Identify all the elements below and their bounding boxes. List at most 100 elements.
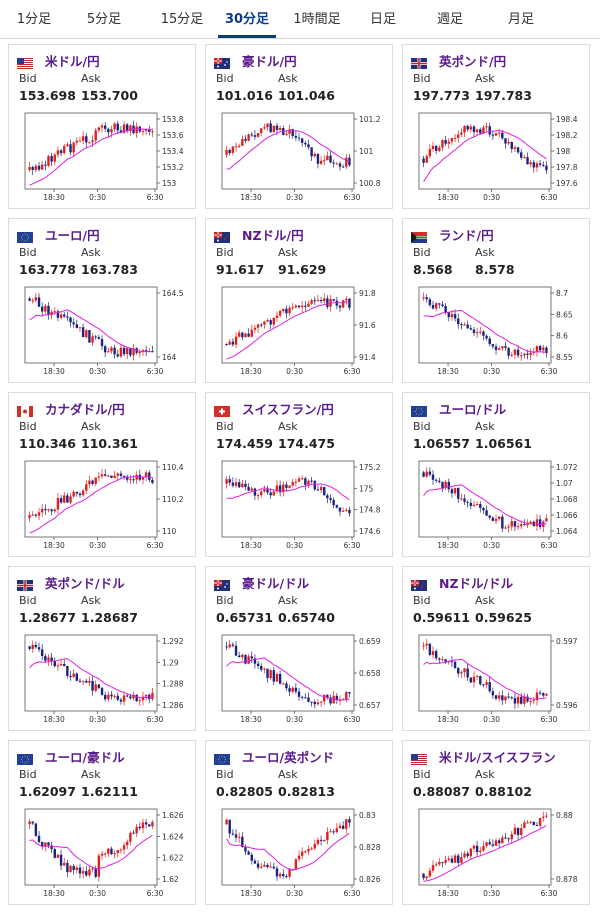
tab-6[interactable]: 日足 bbox=[369, 12, 396, 27]
tab-1[interactable]: 1分足 bbox=[16, 12, 52, 27]
candle-body bbox=[422, 472, 425, 477]
rate-card[interactable]: ランド/円 Bid Ask 8.568 8.578 8.7 8.65 8.6 8.55 18:30… bbox=[402, 218, 590, 383]
candle-body bbox=[234, 482, 238, 486]
candle-body bbox=[110, 694, 113, 697]
candle-body bbox=[247, 656, 250, 664]
rate-card[interactable]: ユーロ/円 Bid Ask 163.778 163.783 164.5 164 18:30 0:… bbox=[8, 218, 196, 383]
candlestick-chart[interactable]: 8.7 8.65 8.6 8.55 18:30 0:30 6:30 bbox=[413, 285, 581, 377]
candle-body bbox=[510, 521, 513, 527]
candle-body bbox=[126, 124, 129, 132]
currency-pair-link[interactable]: NZドル/ドル bbox=[439, 576, 514, 591]
candlestick-chart[interactable]: 110.4 110.2 110 18:30 0:30 6:30 bbox=[19, 459, 187, 551]
ask-label: Ask bbox=[475, 768, 495, 781]
rate-card[interactable]: ユーロ/英ポンド Bid Ask 0.82805 0.82813 0.83 0.828 0.8… bbox=[205, 740, 393, 905]
rate-card[interactable]: NZドル/円 Bid Ask 91.617 91.629 91.8 91.6 91.4 18:3… bbox=[205, 218, 393, 383]
candle-body bbox=[129, 832, 132, 842]
candlestick-chart[interactable]: 0.88 0.878 18:30 0:30 6:30 bbox=[413, 807, 581, 899]
candle-body bbox=[141, 822, 145, 829]
rate-card-header: カナダドル/円 bbox=[17, 399, 193, 417]
candlestick-chart[interactable]: 1.292 1.29 1.288 1.286 18:30 0:30 6:30 bbox=[19, 633, 187, 725]
rate-card[interactable]: 英ポンド/ドル Bid Ask 1.28677 1.28687 1.292 1.29 1.28… bbox=[8, 566, 196, 731]
currency-pair-link[interactable]: 米ドル/円 bbox=[45, 54, 100, 69]
candlestick-chart[interactable]: 175.2 175 174.8 174.6 18:30 0:30 6:30 bbox=[216, 459, 384, 551]
currency-pair-link[interactable]: ランド/円 bbox=[439, 228, 494, 243]
currency-pair-link[interactable]: ユーロ/豪ドル bbox=[45, 750, 125, 765]
rate-card[interactable]: 英ポンド/円 Bid Ask 197.773 197.783 198.4 198.2 198 1… bbox=[402, 44, 590, 209]
candlestick-chart[interactable]: 0.597 0.596 18:30 0:30 6:30 bbox=[413, 633, 581, 725]
candle-body bbox=[447, 481, 450, 490]
rate-card[interactable]: 米ドル/スイスフラン Bid Ask 0.88087 0.88102 0.88 0.878 1… bbox=[402, 740, 590, 905]
candle-body bbox=[450, 858, 454, 863]
rate-card[interactable]: NZドル/ドル Bid Ask 0.59611 0.59625 0.597 0.596 18:… bbox=[402, 566, 590, 731]
rate-card[interactable]: 米ドル/円 Bid Ask 153.698 153.700 153.8 153.6 153.4… bbox=[8, 44, 196, 209]
currency-pair-link[interactable]: 英ポンド/円 bbox=[439, 54, 507, 69]
rate-card[interactable]: ユーロ/豪ドル Bid Ask 1.62097 1.62111 1.626 1.624 1.6… bbox=[8, 740, 196, 905]
rate-card[interactable]: 豪ドル/円 Bid Ask 101.016 101.046 101.2 101 100.8 18… bbox=[205, 44, 393, 209]
currency-pair-link[interactable]: 豪ドル/円 bbox=[242, 54, 297, 69]
currency-pair-link[interactable]: 英ポンド/ドル bbox=[45, 576, 125, 591]
candle-body bbox=[85, 136, 88, 143]
candlestick-chart[interactable]: 153.8 153.6 153.4 153.2 153 18:30 0:30 6:30 bbox=[19, 111, 187, 203]
candle-body bbox=[66, 144, 69, 147]
currency-pair-link[interactable]: 豪ドル/ドル bbox=[242, 576, 310, 591]
candle-body bbox=[453, 487, 457, 494]
candle-body bbox=[126, 695, 129, 697]
candle-body bbox=[122, 695, 126, 702]
candle-body bbox=[31, 644, 34, 649]
candle-body bbox=[228, 479, 231, 483]
candle-body bbox=[520, 355, 523, 357]
candle-body bbox=[119, 849, 123, 851]
candle-body bbox=[523, 822, 526, 829]
candle-body bbox=[78, 867, 82, 874]
currency-pair-link[interactable]: ユーロ/英ポンド bbox=[242, 750, 335, 765]
candlestick-chart[interactable]: 91.8 91.6 91.4 18:30 0:30 6:30 bbox=[216, 285, 384, 377]
candlestick-chart[interactable]: 0.659 0.658 0.657 18:30 0:30 6:30 bbox=[216, 633, 384, 725]
candle-body bbox=[338, 305, 342, 308]
tab-8[interactable]: 月足 bbox=[507, 12, 534, 27]
rate-card[interactable]: スイスフラン/円 Bid Ask 174.459 174.475 175.2 175 174.… bbox=[205, 392, 393, 557]
candle-body bbox=[119, 473, 123, 476]
candle-body bbox=[285, 683, 288, 689]
rate-card[interactable]: カナダドル/円 Bid Ask 110.346 110.361 110.4 110.2 110… bbox=[8, 392, 196, 557]
candlestick-chart[interactable]: 164.5 164 18:30 0:30 6:30 bbox=[19, 285, 187, 377]
currency-pair-link[interactable]: ユーロ/ドル bbox=[439, 402, 507, 417]
candle-body bbox=[50, 509, 53, 512]
candle-body bbox=[59, 314, 63, 318]
rate-card[interactable]: 豪ドル/ドル Bid Ask 0.65731 0.65740 0.659 0.658 0.65… bbox=[205, 566, 393, 731]
currency-pair-link[interactable]: NZドル/円 bbox=[242, 228, 304, 243]
currency-pair-link[interactable]: スイスフラン/円 bbox=[242, 402, 334, 417]
y-tick-label: 164 bbox=[162, 353, 177, 362]
tab-2[interactable]: 5分足 bbox=[86, 12, 122, 27]
tab-7[interactable]: 週足 bbox=[436, 12, 463, 27]
candle-body bbox=[44, 508, 47, 511]
candle-body bbox=[438, 480, 441, 483]
candlestick-chart[interactable]: 1.626 1.624 1.622 1.62 18:30 0:30 6:30 bbox=[19, 807, 187, 899]
candle-body bbox=[75, 140, 79, 143]
candle-body bbox=[72, 673, 75, 677]
candle-body bbox=[69, 144, 72, 153]
candle-body bbox=[345, 692, 348, 700]
ask-label: Ask bbox=[278, 246, 298, 259]
candlestick-chart[interactable]: 0.83 0.828 0.826 18:30 0:30 6:30 bbox=[216, 807, 384, 899]
candle-body bbox=[44, 842, 47, 847]
tab-3[interactable]: 15分足 bbox=[160, 12, 204, 27]
candle-body bbox=[332, 831, 335, 833]
candle-body bbox=[323, 160, 326, 162]
candle-body bbox=[422, 873, 425, 879]
currency-pair-link[interactable]: ユーロ/円 bbox=[45, 228, 100, 243]
candle-body bbox=[457, 667, 460, 674]
rate-card-header: ユーロ/英ポンド bbox=[214, 747, 390, 765]
tab-5[interactable]: 1時間足 bbox=[293, 12, 341, 27]
currency-pair-link[interactable]: 米ドル/スイスフラン bbox=[439, 750, 556, 765]
candle-body bbox=[225, 646, 228, 648]
candlestick-chart[interactable]: 198.4 198.2 198 197.8 197.6 18:30 0:30 6:30 bbox=[413, 111, 581, 203]
candle-body bbox=[504, 346, 507, 348]
tab-4[interactable]: 30分足 bbox=[218, 0, 276, 38]
candlestick-chart[interactable]: 101.2 101 100.8 18:30 0:30 6:30 bbox=[216, 111, 384, 203]
candle-body bbox=[520, 828, 523, 835]
currency-pair-link[interactable]: カナダドル/円 bbox=[45, 402, 125, 417]
rate-card[interactable]: ユーロ/ドル Bid Ask 1.06557 1.06561 1.072 1.07 1.068… bbox=[402, 392, 590, 557]
candlestick-chart[interactable]: 1.072 1.07 1.068 1.066 1.064 18:30 0:30 6:30 bbox=[413, 459, 581, 551]
x-tick-label: 6:30 bbox=[147, 367, 164, 376]
candle-body bbox=[316, 299, 320, 302]
